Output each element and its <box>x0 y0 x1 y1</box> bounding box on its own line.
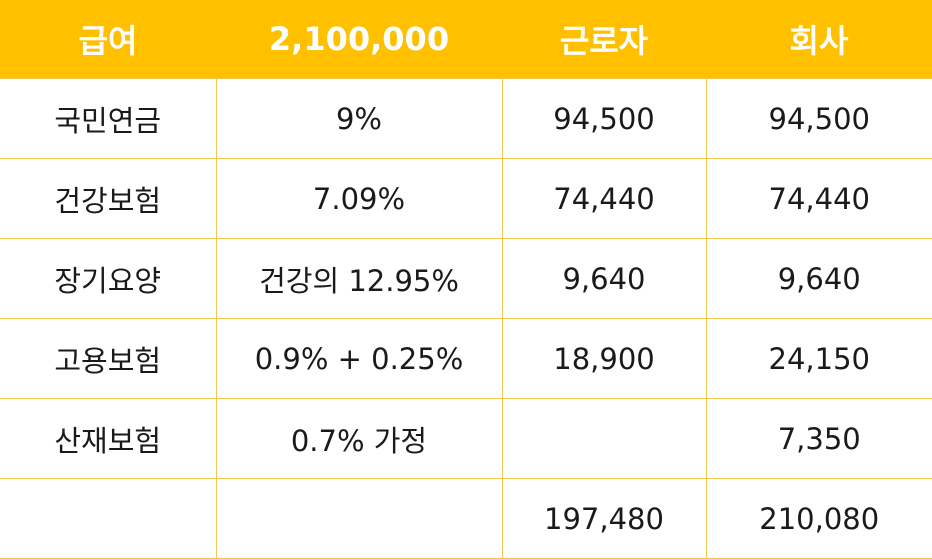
row-rate: 9% <box>215 78 503 159</box>
table-row: 고용보험 0.9% + 0.25% 18,900 24,150 <box>0 318 932 399</box>
row-rate: 건강의 12.95% <box>215 238 503 319</box>
row-company-amount: 24,150 <box>705 318 932 399</box>
table-row: 국민연금 9% 94,500 94,500 <box>0 78 932 159</box>
row-company-amount: 74,440 <box>705 158 932 239</box>
row-rate: 0.7% 가정 <box>215 398 503 479</box>
row-name: 건강보험 <box>0 158 217 239</box>
total-label <box>0 478 217 559</box>
total-company-amount: 210,080 <box>705 478 932 559</box>
header-worker: 근로자 <box>502 0 706 79</box>
row-company-amount: 9,640 <box>705 238 932 319</box>
row-worker-amount: 18,900 <box>501 318 707 399</box>
row-rate: 0.9% + 0.25% <box>215 318 503 399</box>
total-worker-amount: 197,480 <box>501 478 707 559</box>
total-rate <box>215 478 503 559</box>
table-row: 장기요양 건강의 12.95% 9,640 9,640 <box>0 238 932 319</box>
row-worker-amount: 9,640 <box>501 238 707 319</box>
row-worker-amount: 74,440 <box>501 158 707 239</box>
row-name: 고용보험 <box>0 318 217 399</box>
row-name: 산재보험 <box>0 398 217 479</box>
row-company-amount: 94,500 <box>705 78 932 159</box>
row-worker-amount: 94,500 <box>501 78 707 159</box>
header-salary-amount: 2,100,000 <box>216 0 502 79</box>
header-salary-label: 급여 <box>0 0 216 79</box>
table-row: 건강보험 7.09% 74,440 74,440 <box>0 158 932 239</box>
row-name: 장기요양 <box>0 238 217 319</box>
total-row: 197,480 210,080 <box>0 478 932 559</box>
header-company: 회사 <box>706 0 932 79</box>
row-rate: 7.09% <box>215 158 503 239</box>
row-name: 국민연금 <box>0 78 217 159</box>
row-company-amount: 7,350 <box>705 398 932 479</box>
header-row: 급여 2,100,000 근로자 회사 <box>0 0 932 79</box>
table-row: 산재보험 0.7% 가정 7,350 <box>0 398 932 479</box>
row-worker-amount <box>501 398 707 479</box>
